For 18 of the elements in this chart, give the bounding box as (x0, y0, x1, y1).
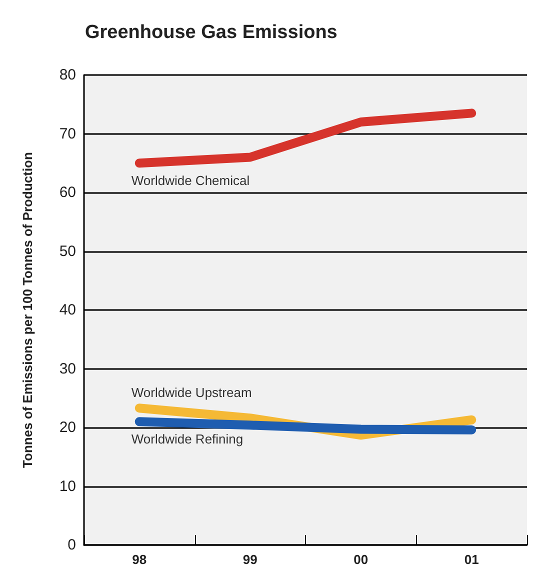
x-tick-label: 98 (132, 552, 147, 567)
x-tick-label: 00 (354, 552, 368, 567)
x-tick-label: 99 (242, 552, 258, 567)
y-tick-label: 70 (59, 125, 76, 142)
y-tick-label: 20 (59, 419, 76, 436)
y-tick-label: 0 (68, 536, 76, 554)
y-tick-label: 60 (59, 184, 76, 201)
y-tick-label: 80 (59, 66, 76, 84)
y-tick-label: 50 (59, 242, 76, 260)
y-tick-label: 40 (59, 302, 76, 318)
series-label: Worldwide Chemical (131, 173, 250, 188)
y-tick-label: 10 (59, 478, 76, 495)
x-tick-label: 01 (464, 552, 479, 567)
y-tick-label: 30 (59, 360, 76, 378)
series-label: Worldwide Upstream (131, 385, 252, 400)
chart-title: Greenhouse Gas Emissions (85, 22, 338, 43)
y-axis-title: Tonnes of Emissions per 100 Tonnes of Production (20, 152, 35, 468)
series-label: Worldwide Refining (131, 432, 244, 447)
